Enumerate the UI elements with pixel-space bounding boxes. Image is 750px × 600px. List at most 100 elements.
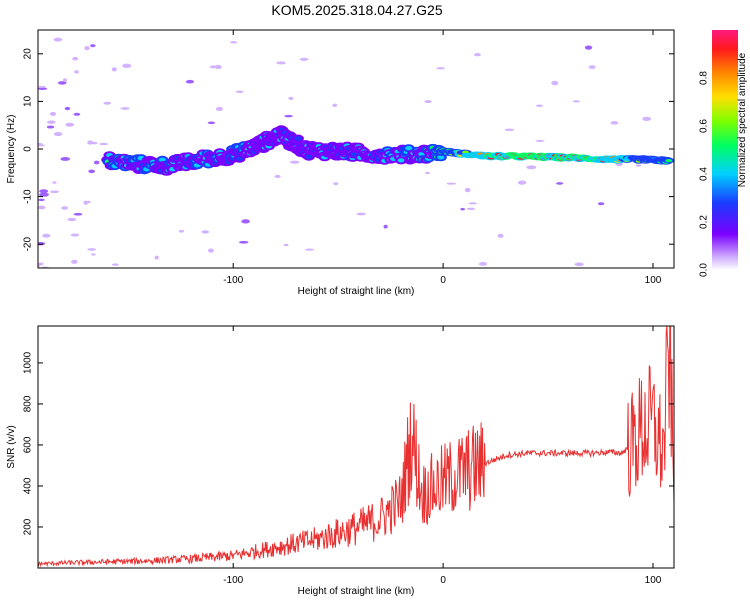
spectrogram-noise-cell: [517, 180, 527, 185]
spectrogram-noise-cell: [74, 70, 79, 74]
snr-x-tick-label: 100: [645, 575, 662, 586]
spectrogram-noise-cell: [235, 90, 244, 94]
spectrogram-noise-cell: [201, 230, 210, 234]
spectrogram-noise-cell: [50, 190, 60, 194]
spectrogram-noise-cell: [241, 219, 250, 224]
spectrogram-noise-cell: [42, 233, 51, 238]
spectrogram-ridge-cell: [397, 158, 405, 163]
spectrogram-noise-cell: [274, 174, 281, 179]
snr-y-tick-label: 1000: [23, 351, 34, 374]
spectrogram-noise-cell: [289, 160, 300, 164]
spectrogram-noise-cell: [535, 139, 545, 142]
spectrogram-noise-cell: [464, 187, 471, 193]
spectrogram-noise-cell: [38, 87, 48, 91]
spectrogram-noise-cell: [584, 45, 593, 50]
spectrogram-noise-cell: [60, 157, 71, 161]
spectrogram-noise-cell: [38, 144, 45, 147]
spectrogram-noise-cell: [642, 116, 652, 121]
spectrogram-noise-cell: [207, 121, 216, 125]
spectrogram-y-tick-label: 0: [23, 146, 34, 152]
spectrogram-noise-cell: [73, 112, 81, 116]
spectrogram-noise-cell: [90, 44, 96, 48]
spectrogram-noise-cell: [284, 114, 293, 118]
spectrogram-noise-cell: [87, 140, 94, 145]
spectrogram-noise-cell: [53, 37, 63, 42]
spectrogram-noise-cell: [71, 259, 78, 264]
snr-series-line: [38, 326, 674, 568]
spectrogram-noise-cell: [574, 262, 584, 267]
spectrogram-noise-cell: [98, 142, 109, 146]
spectrogram-noise-cell: [597, 202, 605, 206]
spectrogram-noise-cell: [635, 164, 642, 167]
spectrogram-noise-cell: [38, 262, 44, 266]
snr-x-tick-label: 0: [440, 575, 446, 586]
spectrogram-noise-cell: [39, 192, 49, 197]
spectrogram-noise-cell: [73, 212, 83, 216]
spectrogram-noise-cell: [61, 206, 69, 210]
spectrogram-noise-cell: [610, 121, 619, 125]
spectrogram-noise-cell: [178, 229, 185, 233]
spectrogram-noise-cell: [283, 243, 289, 247]
spectrogram-noise-cell: [88, 169, 95, 174]
snr-x-tick-label: -100: [223, 575, 243, 586]
spectrogram-noise-cell: [111, 263, 119, 266]
spectrogram-noise-cell: [46, 125, 55, 129]
spectrogram-noise-cell: [238, 240, 249, 244]
spectrogram-noise-cell: [497, 233, 504, 238]
chart-title: KOM5.2025.318.04.27.G25: [271, 2, 443, 18]
spectrogram-noise-cell: [383, 224, 388, 229]
spectrogram-noise-cell: [84, 46, 90, 51]
spectrogram-noise-cell: [122, 63, 132, 69]
spectrogram-noise-cell: [504, 128, 515, 131]
spectrogram-noise-cell: [103, 101, 111, 105]
spectrogram-noise-cell: [588, 65, 596, 70]
colorbar-tick-label: 0.6: [699, 119, 710, 133]
spectrogram-noise-cell: [49, 111, 57, 116]
spectrogram-noise-cell: [208, 248, 214, 253]
spectrogram-noise-cell: [65, 122, 75, 127]
spectrogram-y-axis-label: Frequency (Hz): [6, 115, 17, 184]
spectrogram-x-tick-label: -100: [223, 275, 243, 286]
spectrogram-ridge-cell: [665, 158, 673, 163]
spectrogram-noise-cell: [93, 160, 100, 165]
spectrogram-ridge-cell: [294, 136, 302, 141]
spectrogram-y-tick-label: -20: [23, 237, 34, 252]
spectrogram-ridge-cell: [437, 155, 445, 160]
spectrogram-noise-cell: [57, 81, 67, 85]
spectrogram-noise-cell: [214, 64, 222, 70]
spectrogram-noise-cell: [62, 78, 68, 82]
spectrogram-noise-cell: [425, 171, 430, 175]
spectrogram-noise-cell: [38, 205, 46, 210]
snr-frame: [37, 325, 675, 569]
spectrogram-noise-cell: [53, 132, 63, 137]
spectrogram-noise-cell: [466, 207, 476, 211]
spectrogram-noise-cell: [474, 52, 481, 57]
spectrogram-noise-cell: [87, 248, 96, 251]
spectrogram-x-axis-label: Height of straight line (km): [298, 286, 415, 297]
spectrogram-noise-cell: [83, 200, 88, 205]
spectrogram-noise-cell: [304, 248, 315, 251]
spectrogram-y-tick-label: -10: [23, 189, 34, 204]
spectrogram-noise-cell: [276, 61, 286, 65]
spectrogram-noise-cell: [215, 106, 224, 111]
spectrogram-noise-cell: [120, 107, 130, 110]
spectrogram-noise-cell: [38, 198, 45, 202]
snr-y-tick-label: 400: [23, 477, 34, 494]
spectrogram-noise-cell: [478, 262, 488, 266]
spectrogram-noise-cell: [332, 103, 338, 107]
colorbar: [712, 30, 738, 270]
spectrogram-noise-cell: [299, 57, 309, 61]
spectrogram-noise-cell: [91, 253, 96, 256]
spectrogram-noise-cell: [46, 120, 56, 124]
spectrogram-x-tick-label: 100: [645, 275, 662, 286]
spectrogram-noise-cell: [526, 165, 537, 170]
spectrogram-noise-cell: [436, 67, 446, 70]
spectrogram-ridge-cell: [305, 154, 313, 159]
spectrogram-noise-cell: [209, 65, 217, 69]
colorbar-tick-label: 0.0: [699, 263, 710, 277]
snr-y-tick-label: 600: [23, 436, 34, 453]
spectrogram-noise-cell: [424, 100, 432, 104]
colorbar-label: Normalized spectral amplitude: [737, 52, 748, 187]
spectrogram-noise-cell: [72, 56, 79, 61]
